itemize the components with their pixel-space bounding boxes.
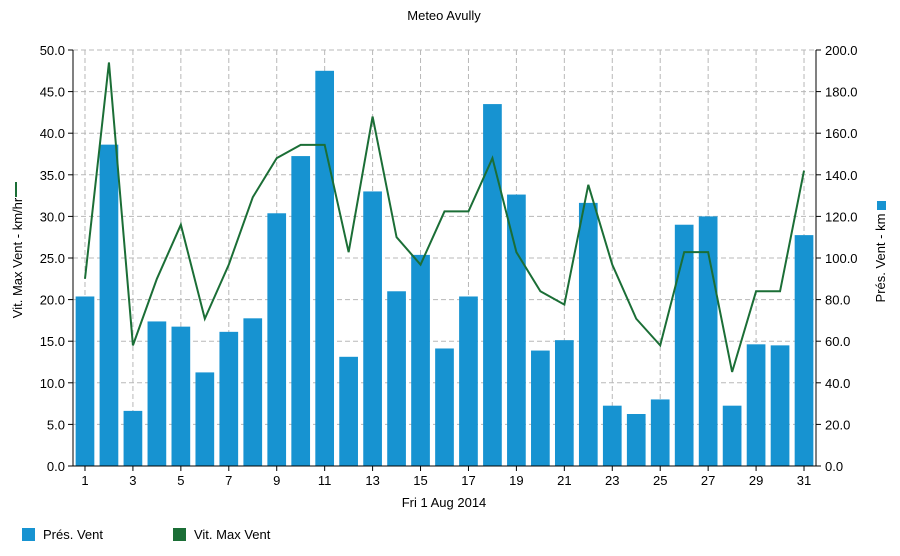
legend-swatch-line	[172, 528, 186, 541]
left-tick-label: 30.0	[40, 209, 65, 224]
right-axis-ticks: 0.0 20.0 40.0 60.0 80.0 100.0 120.0 140.0 160.0 1…	[816, 43, 858, 474]
left-tick-label: 25.0	[40, 251, 65, 266]
bar	[195, 372, 215, 466]
bar	[411, 254, 430, 466]
x-tick-label: 25	[653, 473, 667, 488]
left-tick-label: 50.0	[40, 43, 65, 58]
bar	[507, 194, 526, 466]
x-tick-label: 29	[749, 473, 763, 488]
bar	[674, 224, 694, 466]
right-tick-label: 80.0	[825, 293, 850, 308]
right-tick-label: 140.0	[825, 168, 858, 183]
left-tick-label: 20.0	[40, 293, 65, 308]
bar	[267, 213, 287, 466]
legend-label-vit-max-vent: Vit. Max Vent	[193, 527, 271, 542]
left-axis-ticks: 0.0 5.0 10.0 15.0 20.0 25.0 30.0 35.0 40.0 45.0 50…	[40, 43, 73, 474]
right-tick-label: 200.0	[825, 43, 858, 58]
right-tick-label: 100.0	[825, 251, 858, 266]
x-tick-label: 31	[797, 473, 811, 488]
legend-item-pres-vent: Prés. Vent	[22, 527, 103, 542]
x-tick-label: 9	[273, 473, 280, 488]
left-tick-label: 15.0	[40, 334, 65, 349]
left-tick-label: 5.0	[47, 417, 65, 432]
x-tick-label: 27	[701, 473, 715, 488]
chart-title: Meteo Avully	[407, 8, 481, 23]
bar	[531, 350, 550, 466]
bar	[602, 405, 622, 466]
right-tick-label: 20.0	[825, 417, 850, 432]
bar	[387, 291, 406, 466]
bar	[650, 399, 670, 466]
bar	[171, 326, 191, 466]
x-axis-ticks: 1 3 5 7 9 11 13 15 17 19 21 23 25 27 29 31	[81, 466, 811, 488]
x-tick-label: 1	[81, 473, 88, 488]
x-tick-label: 7	[225, 473, 232, 488]
bar	[315, 70, 335, 467]
x-tick-label: 21	[557, 473, 571, 488]
left-tick-label: 40.0	[40, 126, 65, 141]
bar	[99, 144, 119, 466]
bar	[554, 340, 574, 466]
right-axis-title: Prés. Vent - km	[873, 214, 888, 303]
bar	[722, 405, 742, 466]
left-tick-label: 35.0	[40, 168, 65, 183]
bar	[291, 156, 311, 466]
bar	[243, 318, 263, 466]
legend-item-vit-max-vent: Vit. Max Vent	[172, 527, 271, 542]
x-tick-label: 11	[318, 473, 332, 488]
legend: Prés. Vent Vit. Max Vent	[22, 527, 340, 542]
line-series	[83, 62, 805, 373]
left-tick-label: 10.0	[40, 376, 65, 391]
right-tick-label: 120.0	[825, 209, 858, 224]
left-tick-label: 0.0	[47, 459, 65, 474]
line-path	[83, 62, 805, 373]
x-tick-label: 17	[461, 473, 475, 488]
left-tick-label: 45.0	[40, 85, 65, 100]
x-tick-label: 23	[605, 473, 619, 488]
right-tick-label: 60.0	[825, 334, 850, 349]
bar	[746, 344, 766, 466]
right-axis-marker	[877, 201, 886, 210]
bar	[459, 296, 478, 466]
bar	[219, 331, 239, 466]
x-tick-label: 5	[177, 473, 184, 488]
bars	[75, 70, 814, 467]
bar	[363, 191, 382, 466]
right-tick-label: 40.0	[825, 376, 850, 391]
bar	[626, 414, 646, 466]
x-tick-label: 15	[413, 473, 427, 488]
right-tick-label: 160.0	[825, 126, 858, 141]
bar	[794, 235, 814, 466]
x-tick-label: 19	[509, 473, 523, 488]
bar	[123, 410, 143, 466]
right-axis-label: Prés. Vent - km	[873, 214, 888, 303]
bar	[435, 348, 454, 466]
x-tick-label: 13	[365, 473, 379, 488]
right-tick-label: 0.0	[825, 459, 843, 474]
bar	[578, 202, 598, 466]
left-axis-title: Vit. Max Vent - km/hr	[10, 197, 25, 318]
legend-label-pres-vent: Prés. Vent	[43, 527, 103, 542]
x-tick-label: 3	[129, 473, 136, 488]
bar	[483, 104, 502, 466]
bar	[339, 356, 358, 466]
bar	[770, 345, 790, 466]
x-axis-label: Fri 1 Aug 2014	[402, 495, 487, 510]
left-axis-label: Vit. Max Vent - km/hr	[10, 197, 25, 318]
right-tick-label: 180.0	[825, 85, 858, 100]
legend-swatch-bar	[22, 528, 35, 541]
bar	[75, 296, 95, 466]
bar	[147, 321, 167, 466]
